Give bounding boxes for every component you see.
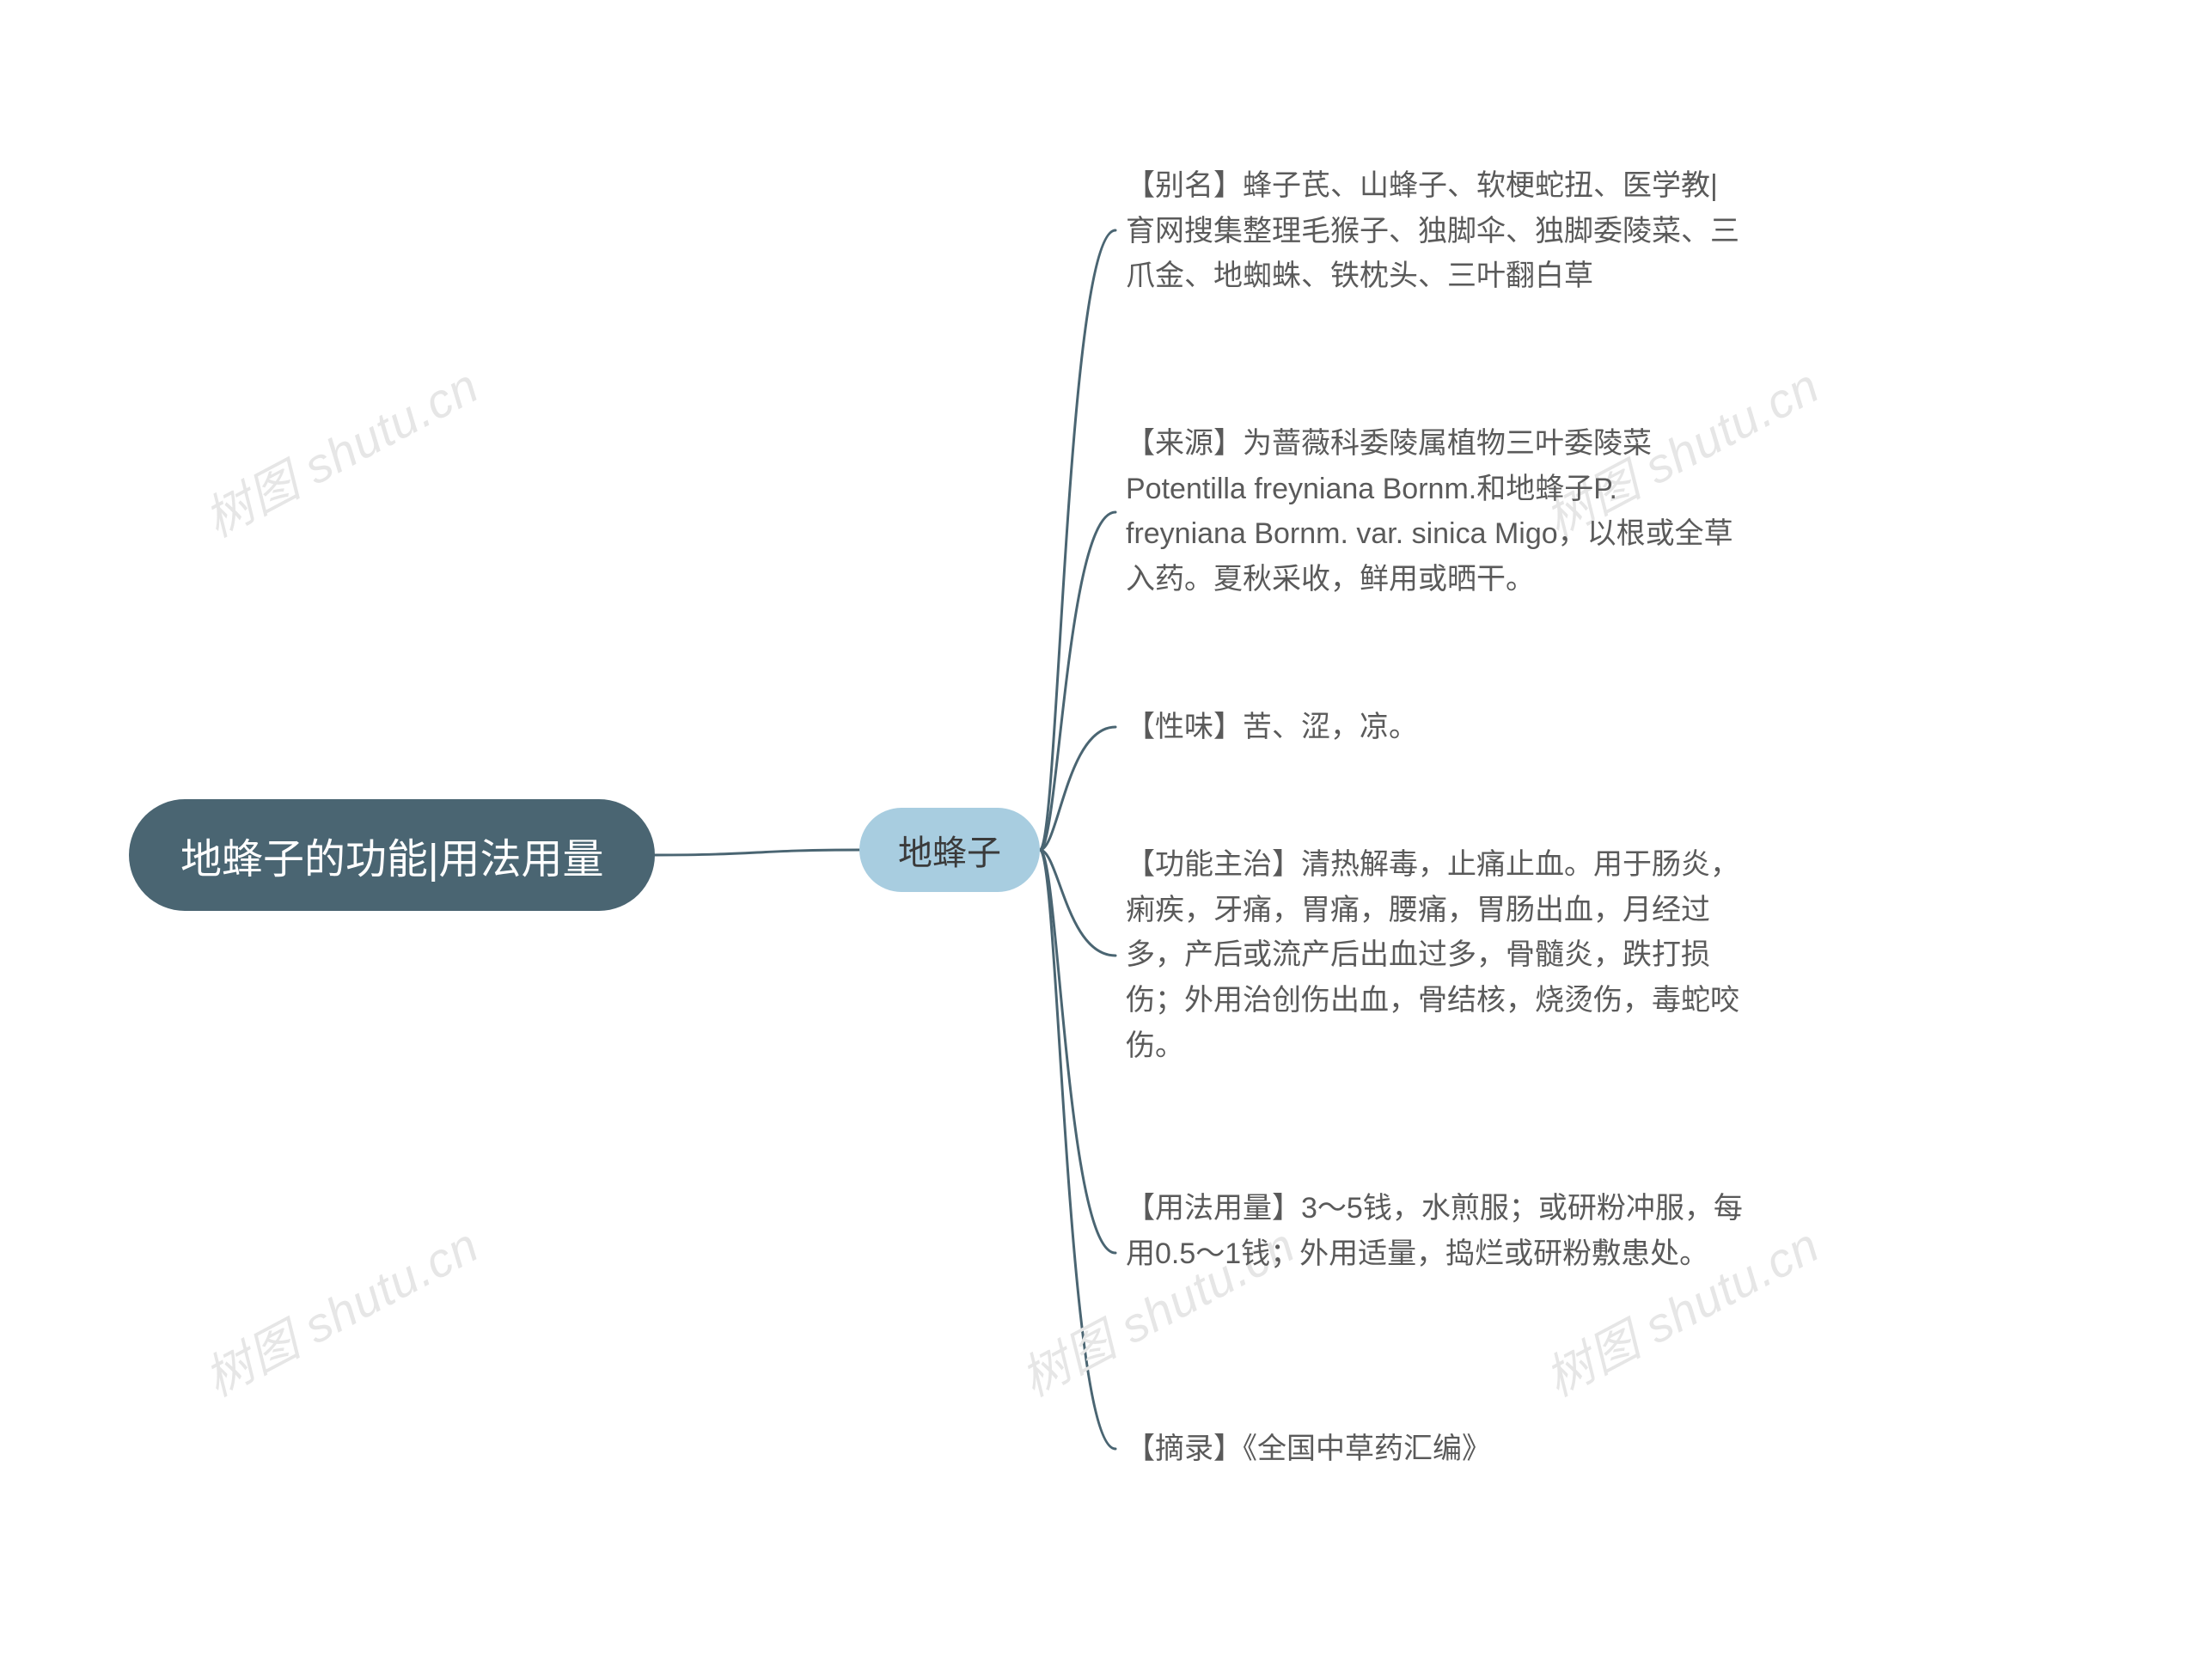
sub-node[interactable]: 地蜂子 [859, 808, 1040, 892]
leaf-xingwei[interactable]: 【性味】苦、涩，凉。 [1126, 705, 1418, 750]
leaf-zhailu[interactable]: 【摘录】《全国中草药汇编》 [1126, 1426, 1491, 1472]
watermark: 树图 shutu.cn [191, 348, 489, 551]
leaf-gongneng[interactable]: 【功能主治】清热解毒，止痛止血。用于肠炎，痢疾，牙痛，胃痛，腰痛，胃肠出血，月经… [1126, 842, 1745, 1068]
root-node[interactable]: 地蜂子的功能|用法用量 [129, 799, 655, 911]
leaf-yongfa[interactable]: 【用法用量】3～5钱，水煎服；或研粉冲服，每用0.5～1钱；外用适量，捣烂或研粉… [1126, 1186, 1745, 1276]
watermark: 树图 shutu.cn [191, 1207, 489, 1410]
mindmap-canvas: 树图 shutu.cn 树图 shutu.cn 树图 shutu.cn 树图 s… [0, 0, 2200, 1680]
leaf-laiyuan[interactable]: 【来源】为蔷薇科委陵属植物三叶委陵菜Potentilla freyniana B… [1126, 421, 1745, 602]
leaf-bieming[interactable]: 【别名】蜂子芪、山蜂子、软梗蛇扭、医学教|育网搜集整理毛猴子、独脚伞、独脚委陵菜… [1126, 163, 1745, 299]
